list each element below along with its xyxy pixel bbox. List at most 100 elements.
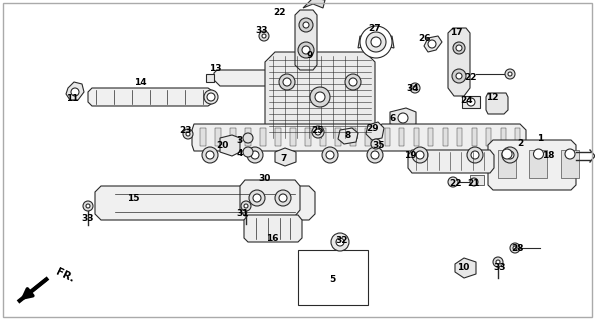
Circle shape	[371, 151, 379, 159]
Bar	[462, 96, 480, 108]
Bar	[275, 128, 281, 146]
Bar	[428, 128, 433, 146]
Circle shape	[456, 45, 462, 51]
Bar	[200, 128, 206, 146]
Polygon shape	[275, 148, 296, 166]
Bar	[443, 128, 448, 146]
Circle shape	[241, 201, 251, 211]
Circle shape	[243, 133, 253, 143]
Circle shape	[259, 31, 269, 41]
Circle shape	[183, 129, 193, 139]
Text: 31: 31	[237, 209, 249, 218]
Circle shape	[448, 177, 458, 187]
Circle shape	[207, 93, 215, 101]
Circle shape	[412, 147, 428, 163]
Bar	[350, 128, 356, 146]
Bar	[530, 150, 547, 178]
Bar	[305, 128, 311, 146]
Text: 3: 3	[237, 135, 243, 145]
Bar	[486, 128, 491, 146]
Circle shape	[71, 88, 79, 96]
Circle shape	[302, 46, 310, 54]
Polygon shape	[376, 124, 526, 151]
Text: 1: 1	[537, 133, 543, 142]
Polygon shape	[192, 124, 376, 151]
Text: 12: 12	[486, 92, 498, 101]
Circle shape	[470, 178, 478, 186]
Circle shape	[467, 98, 475, 106]
Text: 20: 20	[216, 140, 228, 149]
Text: 30: 30	[259, 173, 271, 182]
Circle shape	[508, 72, 512, 76]
Text: 22: 22	[450, 179, 462, 188]
Circle shape	[83, 201, 93, 211]
Polygon shape	[220, 135, 240, 156]
Bar	[320, 128, 326, 146]
Bar	[457, 128, 462, 146]
Bar	[245, 128, 251, 146]
Text: 11: 11	[66, 93, 79, 102]
Text: 6: 6	[390, 114, 396, 123]
Circle shape	[303, 22, 309, 28]
Circle shape	[452, 69, 466, 83]
Circle shape	[298, 42, 314, 58]
Polygon shape	[214, 70, 272, 86]
Text: 14: 14	[134, 77, 146, 86]
Text: 29: 29	[367, 124, 380, 132]
Bar	[365, 128, 371, 146]
Text: 8: 8	[345, 131, 351, 140]
Text: 4: 4	[237, 148, 243, 157]
Circle shape	[398, 113, 408, 123]
Text: 24: 24	[461, 95, 473, 105]
Text: FR.: FR.	[54, 267, 76, 284]
Polygon shape	[424, 36, 442, 52]
Bar	[290, 128, 296, 146]
Circle shape	[456, 73, 462, 79]
Text: 32: 32	[336, 236, 348, 244]
Circle shape	[513, 246, 517, 250]
Text: 9: 9	[307, 51, 313, 60]
Circle shape	[345, 74, 361, 90]
Circle shape	[315, 92, 325, 102]
Circle shape	[360, 26, 392, 58]
Text: 18: 18	[542, 150, 555, 159]
Circle shape	[315, 129, 321, 135]
Text: 33: 33	[494, 263, 506, 273]
Bar	[498, 150, 516, 178]
Circle shape	[336, 238, 344, 246]
Text: 33: 33	[256, 26, 268, 35]
Bar	[385, 128, 390, 146]
Text: 10: 10	[457, 263, 469, 273]
Circle shape	[496, 260, 500, 264]
Circle shape	[322, 147, 338, 163]
Text: 19: 19	[403, 150, 416, 159]
Circle shape	[275, 190, 291, 206]
Circle shape	[279, 74, 295, 90]
Circle shape	[244, 204, 248, 208]
Text: 13: 13	[209, 63, 221, 73]
Text: 26: 26	[419, 34, 431, 43]
Text: 35: 35	[372, 140, 385, 149]
Bar	[230, 128, 236, 146]
Bar	[472, 128, 477, 146]
Text: 21: 21	[468, 179, 480, 188]
Circle shape	[565, 149, 575, 159]
Polygon shape	[488, 140, 576, 190]
Polygon shape	[338, 128, 358, 144]
Bar	[515, 128, 520, 146]
Circle shape	[366, 32, 386, 52]
Text: 28: 28	[512, 244, 524, 252]
Text: 25: 25	[312, 125, 324, 134]
Circle shape	[453, 42, 465, 54]
Text: 17: 17	[450, 28, 462, 36]
Circle shape	[186, 132, 190, 136]
Circle shape	[534, 149, 543, 159]
Bar	[260, 128, 266, 146]
Circle shape	[371, 139, 381, 149]
Circle shape	[502, 147, 518, 163]
Bar	[414, 128, 419, 146]
Polygon shape	[95, 186, 315, 220]
Polygon shape	[408, 150, 494, 173]
Circle shape	[367, 147, 383, 163]
Text: 22: 22	[465, 73, 477, 82]
